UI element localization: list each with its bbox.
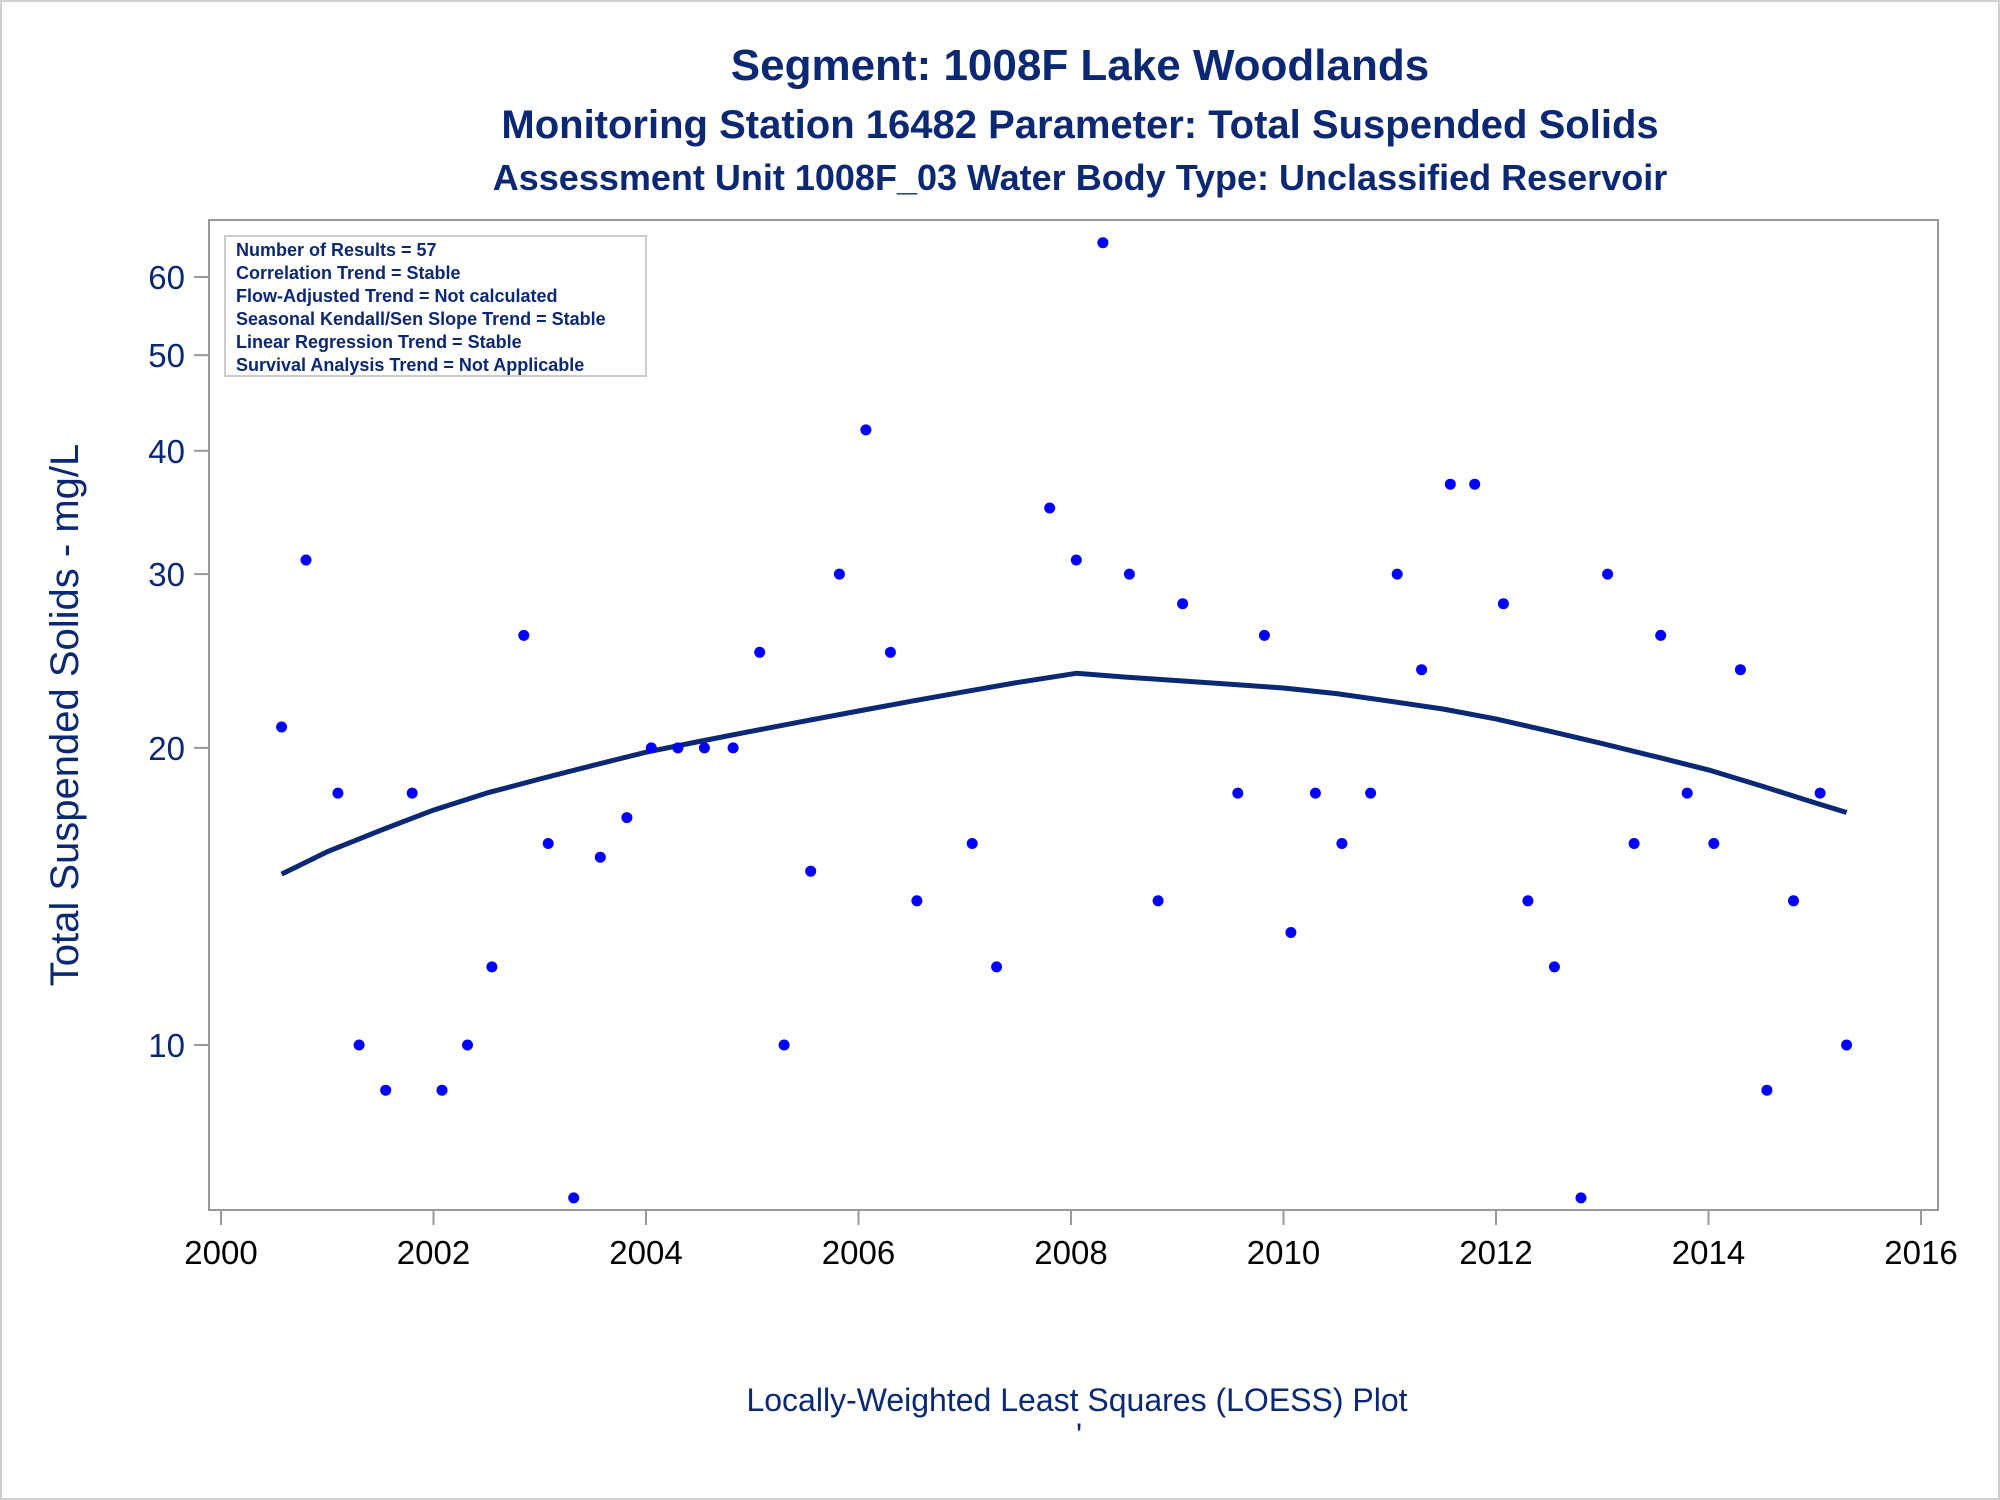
data-point <box>860 424 872 436</box>
data-point <box>1285 927 1297 938</box>
data-point <box>1044 502 1056 514</box>
loess-line <box>280 670 1848 877</box>
data-point <box>698 742 710 754</box>
x-tick-label: 2006 <box>822 1234 895 1271</box>
data-point <box>436 1084 448 1096</box>
stats-box: Number of Results = 57 Correlation Trend… <box>224 235 647 377</box>
data-point <box>353 1039 365 1051</box>
x-tick-label: 2004 <box>609 1234 682 1271</box>
chart-subtitle-assessment: Assessment Unit 1008F_03 Water Body Type… <box>493 157 1667 198</box>
stat-correlation-trend: Correlation Trend = Stable <box>236 263 461 283</box>
stat-survival-analysis-trend: Survival Analysis Trend = Not Applicable <box>236 355 584 375</box>
y-tick-label: 30 <box>148 556 185 593</box>
data-point <box>1336 838 1348 849</box>
data-point <box>1602 568 1614 580</box>
series-layer <box>276 237 1853 1204</box>
data-point <box>778 1039 790 1051</box>
data-point <box>1734 664 1746 676</box>
caption-mark: ' <box>1076 1417 1082 1453</box>
data-point <box>1070 554 1082 566</box>
data-point <box>1391 568 1403 580</box>
data-point <box>1444 478 1456 490</box>
data-point <box>727 742 739 754</box>
x-tick-label: 2016 <box>1884 1234 1957 1271</box>
stat-flow-adjusted-trend: Flow-Adjusted Trend = Not calculated <box>236 286 558 306</box>
plot-area <box>208 219 1939 1211</box>
stat-number-of-results: Number of Results = 57 <box>236 240 437 260</box>
data-point <box>621 812 633 824</box>
x-tick-label: 2000 <box>184 1234 257 1271</box>
data-point <box>1232 787 1244 799</box>
data-point <box>645 742 657 754</box>
data-point <box>1416 664 1428 676</box>
data-point <box>1177 598 1189 610</box>
stat-linear-regression-trend: Linear Regression Trend = Stable <box>236 332 522 352</box>
data-point <box>833 568 845 580</box>
data-point <box>911 895 923 907</box>
data-point <box>1123 568 1135 580</box>
x-axis: 2000 2002 2004 2006 2008 2010 2012 2014 2016 <box>184 1210 1958 1271</box>
data-point <box>1628 838 1640 849</box>
y-tick-label: 20 <box>148 730 185 767</box>
x-tick-label: 2002 <box>397 1234 470 1271</box>
data-point <box>380 1084 392 1096</box>
data-point <box>884 646 896 658</box>
data-point <box>594 851 606 863</box>
x-tick-label: 2014 <box>1672 1234 1745 1271</box>
data-point <box>1814 787 1826 799</box>
data-point <box>300 554 312 566</box>
data-point <box>1575 1192 1587 1204</box>
data-point <box>406 787 418 799</box>
data-point <box>966 838 978 849</box>
data-point <box>1497 598 1509 610</box>
data-point <box>1788 895 1799 907</box>
data-point <box>542 838 554 849</box>
stat-seasonal-kendall-trend: Seasonal Kendall/Sen Slope Trend = Stabl… <box>236 309 606 329</box>
data-point <box>568 1192 580 1204</box>
stats-box-border <box>224 235 647 377</box>
data-point <box>1097 237 1109 249</box>
data-point <box>805 865 817 877</box>
y-tick-label: 50 <box>148 337 185 374</box>
data-point <box>276 721 288 733</box>
x-tick-label: 2008 <box>1034 1234 1107 1271</box>
data-point <box>1708 838 1720 849</box>
data-point <box>1258 629 1270 641</box>
data-point <box>754 646 766 658</box>
data-point <box>518 629 530 641</box>
y-axis-label: Total Suspended Solids - mg/L <box>43 444 87 987</box>
data-point <box>1152 895 1164 907</box>
y-tick-label: 60 <box>148 259 185 296</box>
chart-subtitle-station: Monitoring Station 16482 Parameter: Tota… <box>501 103 1658 147</box>
data-point <box>1841 1039 1853 1051</box>
x-tick-label: 2010 <box>1247 1234 1320 1271</box>
y-tick-label: 10 <box>148 1027 185 1064</box>
data-point <box>332 787 344 799</box>
data-point <box>1761 1084 1773 1096</box>
data-point <box>486 961 498 973</box>
data-point <box>1655 629 1667 641</box>
y-tick-label: 40 <box>148 433 185 470</box>
x-tick-label: 2012 <box>1459 1234 1532 1271</box>
y-axis: 10 20 30 40 50 60 <box>148 259 209 1064</box>
plot-caption: Locally-Weighted Least Squares (LOESS) P… <box>746 1382 1407 1418</box>
data-point <box>991 961 1003 973</box>
data-point <box>1365 787 1377 799</box>
chart-title: Segment: 1008F Lake Woodlands <box>731 41 1429 90</box>
data-point <box>1522 895 1534 907</box>
data-point <box>672 742 684 754</box>
data-point <box>1469 478 1481 490</box>
data-point <box>1681 787 1693 799</box>
data-point <box>1548 961 1560 973</box>
data-point <box>1309 787 1321 799</box>
data-point <box>462 1039 473 1051</box>
